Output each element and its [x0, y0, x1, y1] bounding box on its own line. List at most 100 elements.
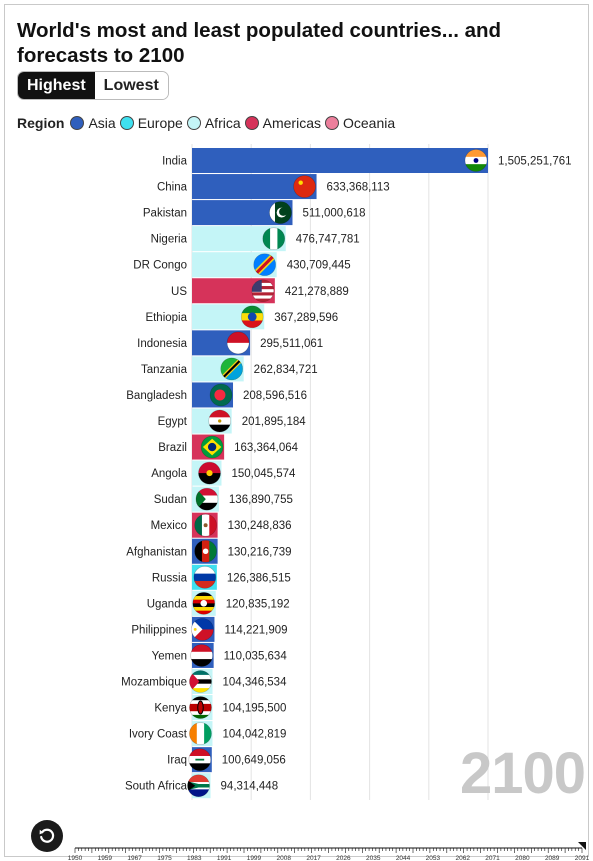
mexico-flag-icon [194, 514, 217, 537]
dr-congo-flag-icon [253, 253, 276, 276]
category-label: Kenya [154, 703, 187, 715]
category-label: Mexico [151, 520, 187, 532]
timeline-tick-label: 2071 [485, 855, 500, 861]
legend-item-asia[interactable]: Asia [70, 115, 116, 131]
flag-outline [226, 331, 250, 355]
category-label: Pakistan [143, 208, 187, 220]
timeline-tick-label: 2062 [455, 855, 470, 861]
bar-row: Mexico 130,248,836 [151, 512, 292, 538]
timeline-tick-label: 1967 [127, 855, 142, 861]
bar-row: Yemen 110,035,634 [152, 642, 288, 668]
category-label: Afghanistan [126, 546, 187, 558]
year-label: 2100 [459, 741, 586, 806]
value-label: 130,216,739 [228, 546, 292, 558]
bar-row: US 421,278,889 [171, 278, 349, 304]
flag-outline [269, 201, 292, 224]
value-label: 104,195,500 [222, 703, 286, 715]
chart-frame [4, 4, 589, 857]
value-label: 150,045,574 [232, 468, 297, 480]
category-label: DR Congo [133, 260, 187, 272]
replay-button[interactable] [31, 820, 63, 852]
uganda-flag-icon [192, 592, 215, 615]
value-label: 110,035,634 [224, 650, 288, 662]
bar-row: Egypt 201,895,184 [158, 408, 307, 434]
legend-item-oceania[interactable]: Oceania [325, 115, 395, 131]
flag-outline [251, 279, 275, 303]
bar-row: China 633,368,113 [157, 174, 390, 200]
bar-row: DR Congo 430,709,445 [133, 252, 351, 278]
flag-outline [193, 565, 217, 589]
value-label: 114,221,909 [224, 624, 287, 636]
timeline-tick-label: 2080 [515, 855, 530, 861]
category-label: Indonesia [137, 338, 187, 350]
value-label: 136,890,755 [229, 494, 293, 506]
value-label: 295,511,061 [260, 338, 323, 350]
indonesia-flag-icon [227, 331, 250, 354]
bar-row: Russia 126,386,515 [152, 564, 291, 590]
category-label: Angola [151, 468, 187, 480]
value-label: 511,000,618 [302, 208, 365, 220]
value-label: 126,386,515 [227, 572, 291, 584]
legend-item-africa[interactable]: Africa [186, 115, 241, 131]
timeline-tick-label: 2035 [366, 855, 381, 861]
bangladesh-flag-icon [210, 383, 233, 406]
lowest-option[interactable]: Lowest [94, 72, 168, 99]
legend-item-europe[interactable]: Europe [119, 115, 183, 131]
egypt-flag-icon [208, 410, 231, 432]
bar-row: Iraq 100,649,056 [167, 747, 286, 773]
bar-row: Ivory Coast 104,042,819 [129, 721, 286, 747]
replay-icon [39, 828, 55, 843]
bar-row: South Africa 94,314,448 [125, 773, 278, 799]
timeline-tick-label: 2026 [336, 855, 351, 861]
legend-swatch [325, 116, 339, 130]
flag-outline [188, 748, 212, 771]
timeline-tick-label: 1991 [217, 855, 232, 861]
legend-label: Africa [204, 115, 241, 131]
category-label: Tanzania [141, 364, 188, 376]
timeline-tick-label: 1950 [68, 855, 83, 861]
flag-outline [200, 435, 224, 459]
category-label: Mozambique [121, 677, 187, 689]
category-label: Philippines [131, 624, 187, 636]
value-label: 1,505,251,761 [498, 156, 572, 168]
flag-outline [194, 513, 217, 537]
value-label: 476,747,781 [296, 234, 360, 246]
category-label: US [171, 286, 187, 298]
bar-row: Sudan 136,890,755 [154, 486, 293, 512]
timeline-tick-label: 2008 [277, 855, 292, 861]
flag-outline [189, 670, 212, 693]
timeline-tick-label: 2053 [426, 855, 441, 861]
category-label: Egypt [158, 416, 188, 428]
category-label: Ivory Coast [129, 729, 188, 741]
flag-outline [220, 357, 243, 381]
category-label: South Africa [125, 781, 188, 793]
tanzania-flag-icon [220, 357, 243, 380]
value-label: 163,364,064 [234, 442, 299, 454]
flag-outline [464, 149, 488, 172]
bar [192, 148, 488, 173]
category-label: Nigeria [151, 234, 188, 246]
mozambique-flag-icon [189, 670, 212, 693]
flag-outline [240, 305, 264, 329]
value-label: 201,895,184 [242, 416, 307, 428]
value-label: 130,248,836 [228, 520, 292, 532]
bar-row: Kenya 104,195,500 [154, 695, 286, 721]
russia-flag-icon [193, 566, 216, 589]
category-label: Brazil [158, 442, 187, 454]
timeline-axis: 1950 1959 1967 1975 1983 1991 1999 2008 2017 2026… [68, 842, 590, 861]
bar-row: Indonesia 295,511,061 [137, 330, 323, 356]
value-label: 104,346,534 [223, 677, 288, 689]
bar-row: Philippines 114,221,909 [131, 616, 288, 642]
bar-row: Mozambique 104,346,534 [121, 669, 287, 694]
flag-outline [262, 227, 286, 250]
china-flag-icon [293, 175, 316, 198]
chart-title: World's most and least populated countri… [17, 19, 502, 67]
legend-item-americas[interactable]: Americas [244, 115, 321, 131]
highest-option[interactable]: Highest [18, 72, 95, 99]
value-label: 633,368,113 [327, 182, 390, 194]
flag-outline [293, 175, 316, 198]
ethiopia-flag-icon [241, 305, 264, 328]
ranking-toggle: Highest Lowest [17, 71, 169, 100]
pakistan-flag-icon [269, 201, 292, 224]
timeline-tick-label: 1975 [157, 855, 172, 861]
